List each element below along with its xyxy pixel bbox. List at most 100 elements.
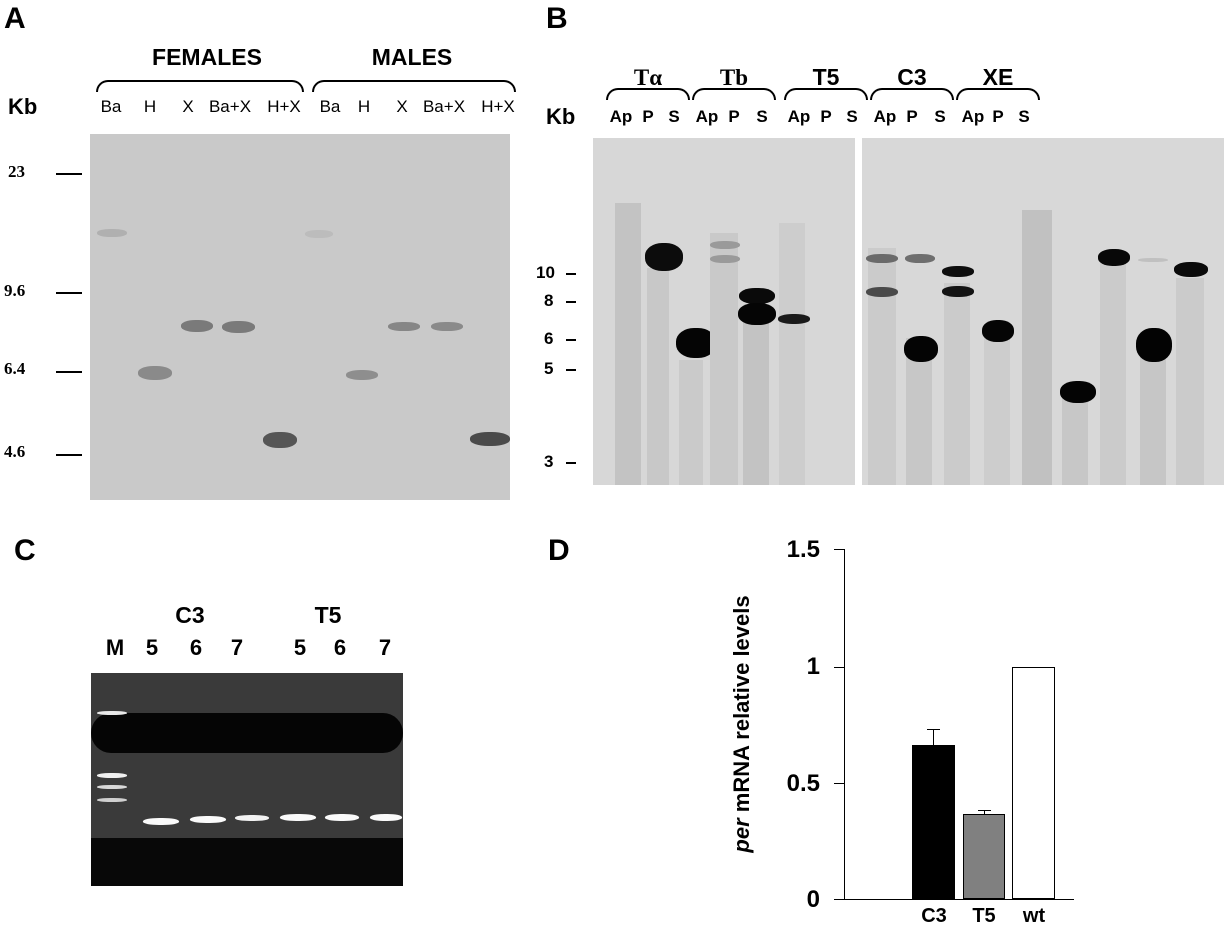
y-tick bbox=[834, 549, 844, 550]
panel-b-group-label: Tα bbox=[633, 65, 663, 90]
lane-label: 5 bbox=[145, 635, 159, 660]
blot-band bbox=[904, 336, 938, 362]
lane-label: H+X bbox=[481, 97, 515, 116]
blot-band bbox=[222, 321, 255, 333]
lane-label: P bbox=[642, 107, 654, 126]
lane-smear bbox=[868, 248, 896, 485]
panel-c-letter: C bbox=[14, 534, 36, 567]
size-marker-label: 10 bbox=[536, 263, 555, 282]
blot-band bbox=[305, 230, 333, 238]
lane-label: 7 bbox=[378, 635, 392, 660]
lane-label: M bbox=[105, 635, 125, 660]
blot-band bbox=[905, 254, 935, 263]
blot-band bbox=[866, 254, 898, 263]
size-marker-tick bbox=[56, 454, 82, 456]
panel-b-group-label: T5 bbox=[812, 64, 840, 90]
error-cap-c3 bbox=[927, 729, 940, 730]
panel-b-brace bbox=[692, 88, 776, 100]
lane-smear bbox=[679, 360, 703, 485]
lane-smear bbox=[1062, 396, 1088, 485]
panel-b-southern-blot-left bbox=[593, 138, 855, 485]
lane-label: 6 bbox=[333, 635, 347, 660]
blot-band bbox=[1060, 381, 1096, 403]
lane-label: 5 bbox=[293, 635, 307, 660]
size-marker-tick bbox=[566, 462, 576, 464]
ladder-band bbox=[97, 711, 127, 715]
size-marker-label: 5 bbox=[544, 359, 554, 378]
panel-a-group-males: MALES bbox=[371, 44, 453, 70]
blot-band bbox=[470, 432, 510, 446]
ladder-band bbox=[97, 798, 127, 802]
y-axis-label-text: mRNA relative levels bbox=[729, 595, 754, 819]
bar-t5 bbox=[963, 814, 1005, 899]
panel-a-kb-label: Kb bbox=[8, 94, 38, 119]
panel-a-brace-males bbox=[312, 80, 516, 92]
y-tick bbox=[834, 783, 844, 784]
panel-b-brace bbox=[956, 88, 1040, 100]
lane-label: P bbox=[906, 107, 918, 126]
error-cap-t5 bbox=[978, 810, 991, 811]
size-marker-label: 9.6 bbox=[4, 281, 26, 300]
panel-b-letter: B bbox=[546, 2, 568, 35]
panel-c-group-t5: T5 bbox=[314, 602, 342, 628]
panel-b-group-label: C3 bbox=[897, 64, 927, 90]
x-tick-label: C3 bbox=[921, 905, 947, 927]
blot-band bbox=[388, 322, 420, 331]
pcr-band bbox=[143, 818, 179, 825]
y-tick-label: 0.5 bbox=[786, 770, 820, 797]
lane-label: H bbox=[357, 97, 371, 116]
ladder-band bbox=[97, 785, 127, 789]
size-marker-label: 6.4 bbox=[4, 359, 26, 378]
panel-a-southern-blot bbox=[90, 134, 510, 500]
lane-label: 7 bbox=[230, 635, 244, 660]
blot-band bbox=[739, 288, 775, 304]
lane-label: P bbox=[992, 107, 1004, 126]
size-marker-label: 8 bbox=[544, 291, 554, 310]
lane-label: Ap bbox=[609, 107, 633, 126]
blot-band bbox=[138, 366, 172, 380]
panel-b-southern-blot-right bbox=[862, 138, 1224, 485]
lane-label: S bbox=[1018, 107, 1030, 126]
lane-label: X bbox=[396, 97, 408, 116]
gel-dark-zone bbox=[91, 713, 403, 753]
lane-smear bbox=[647, 268, 669, 485]
pcr-band bbox=[235, 815, 269, 821]
panel-b-brace bbox=[870, 88, 954, 100]
size-marker-label: 4.6 bbox=[4, 442, 26, 461]
lane-label: S bbox=[668, 107, 680, 126]
error-bar-c3 bbox=[933, 729, 934, 745]
error-bar-t5 bbox=[984, 811, 985, 814]
blot-band bbox=[1098, 249, 1130, 266]
panel-b-group-label: Tb bbox=[719, 65, 749, 90]
y-axis-line bbox=[844, 549, 845, 900]
size-marker-label: 6 bbox=[544, 329, 554, 348]
blot-band bbox=[1138, 258, 1168, 262]
pcr-band bbox=[370, 814, 402, 821]
lane-smear bbox=[944, 283, 970, 485]
panel-a-letter: A bbox=[4, 2, 26, 35]
x-axis-line bbox=[834, 899, 1074, 900]
lane-smear bbox=[984, 338, 1010, 485]
blot-band bbox=[942, 286, 974, 297]
panel-a-group-females: FEMALES bbox=[152, 44, 262, 70]
pcr-band bbox=[190, 816, 226, 823]
panel-c-group-c3: C3 bbox=[175, 602, 205, 628]
y-axis-label-gene: per bbox=[729, 818, 754, 853]
lane-label: P bbox=[728, 107, 740, 126]
blot-band bbox=[97, 229, 127, 237]
y-tick-label: 1.5 bbox=[786, 536, 820, 563]
lane-label: Ba+X bbox=[208, 97, 252, 116]
lane-label: Ap bbox=[873, 107, 897, 126]
size-marker-tick bbox=[56, 292, 82, 294]
blot-band bbox=[346, 370, 378, 380]
lane-smear bbox=[615, 203, 641, 485]
panel-d-letter: D bbox=[548, 534, 570, 567]
y-tick-label: 1 bbox=[806, 653, 820, 680]
blot-band bbox=[676, 328, 716, 358]
lane-label: Ba bbox=[100, 97, 122, 116]
blot-band bbox=[982, 320, 1014, 342]
blot-band bbox=[645, 243, 683, 271]
x-tick-label: wt bbox=[1022, 905, 1046, 927]
blot-band bbox=[1174, 262, 1208, 277]
blot-band bbox=[738, 303, 776, 325]
